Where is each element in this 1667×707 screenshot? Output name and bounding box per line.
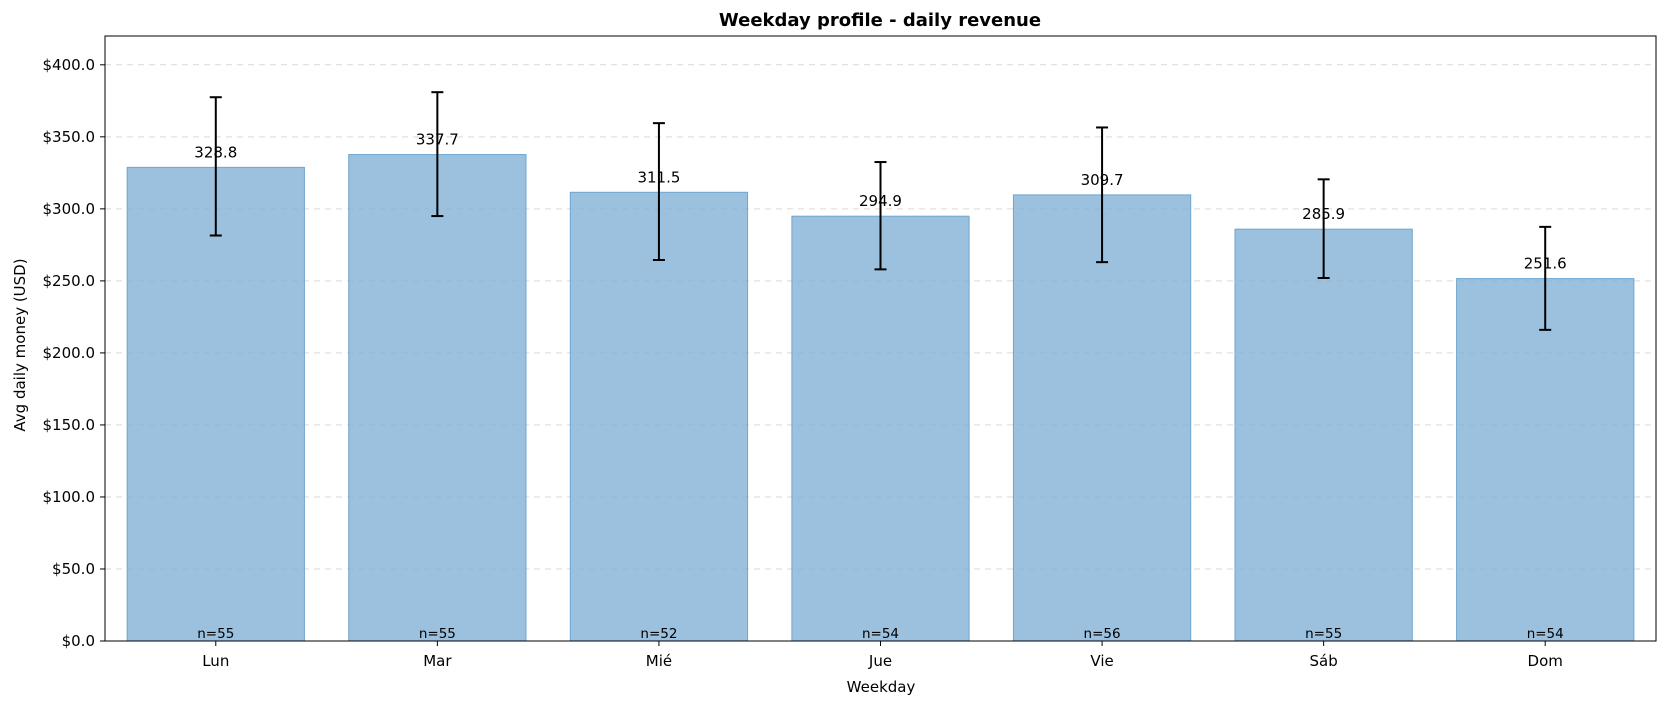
bar (1456, 278, 1635, 642)
count-label: n=54 (1527, 626, 1564, 642)
labels: $0.0 $50.0 $100.0 $150.0 $200.0 $250.0 $300.0 $… (43, 56, 1567, 670)
data-label: 328.8 (194, 143, 237, 161)
x-tick-label: Vie (1090, 652, 1113, 670)
data-label: 251.6 (1524, 255, 1567, 273)
data-label: 294.9 (859, 192, 902, 210)
y-tick-label: $0.0 (62, 632, 95, 650)
count-label: n=52 (640, 626, 677, 642)
y-tick-label: $250.0 (43, 272, 96, 290)
x-tick-label: Sáb (1310, 652, 1338, 670)
x-tick-label: Mié (646, 652, 672, 670)
plot-frame (104, 35, 1657, 642)
count-label: n=54 (862, 626, 899, 642)
bar (348, 154, 527, 642)
x-tick-label: Lun (202, 652, 229, 670)
count-label: n=56 (1084, 626, 1121, 642)
y-tick-label: $50.0 (52, 560, 95, 578)
x-tick-label: Mar (423, 652, 452, 670)
y-tick-label: $100.0 (43, 488, 96, 506)
x-tick-label: Dom (1528, 652, 1563, 670)
data-label: 309.7 (1081, 171, 1124, 189)
count-label: n=55 (419, 626, 456, 642)
count-label: n=55 (197, 626, 234, 642)
y-tick-label: $200.0 (43, 344, 96, 362)
data-label: 285.9 (1302, 205, 1345, 223)
bar (1012, 194, 1192, 642)
bar (1234, 228, 1413, 642)
bar (569, 191, 749, 642)
x-axis-label: Weekday (847, 678, 916, 696)
y-tick-label: $300.0 (43, 200, 96, 218)
bars (126, 91, 1635, 642)
axes (100, 35, 1657, 646)
y-axis-label: Avg daily money (USD) (11, 258, 29, 431)
y-tick-label: $350.0 (43, 128, 96, 146)
bar (126, 166, 305, 642)
bar (791, 215, 970, 642)
x-tick-label: Jue (868, 652, 892, 670)
data-label: 337.7 (416, 131, 459, 149)
count-label: n=55 (1305, 626, 1342, 642)
chart-title: Weekday profile - daily revenue (719, 10, 1041, 31)
y-tick-label: $400.0 (43, 56, 96, 74)
data-label: 311.5 (637, 168, 680, 186)
y-tick-label: $150.0 (43, 416, 96, 434)
